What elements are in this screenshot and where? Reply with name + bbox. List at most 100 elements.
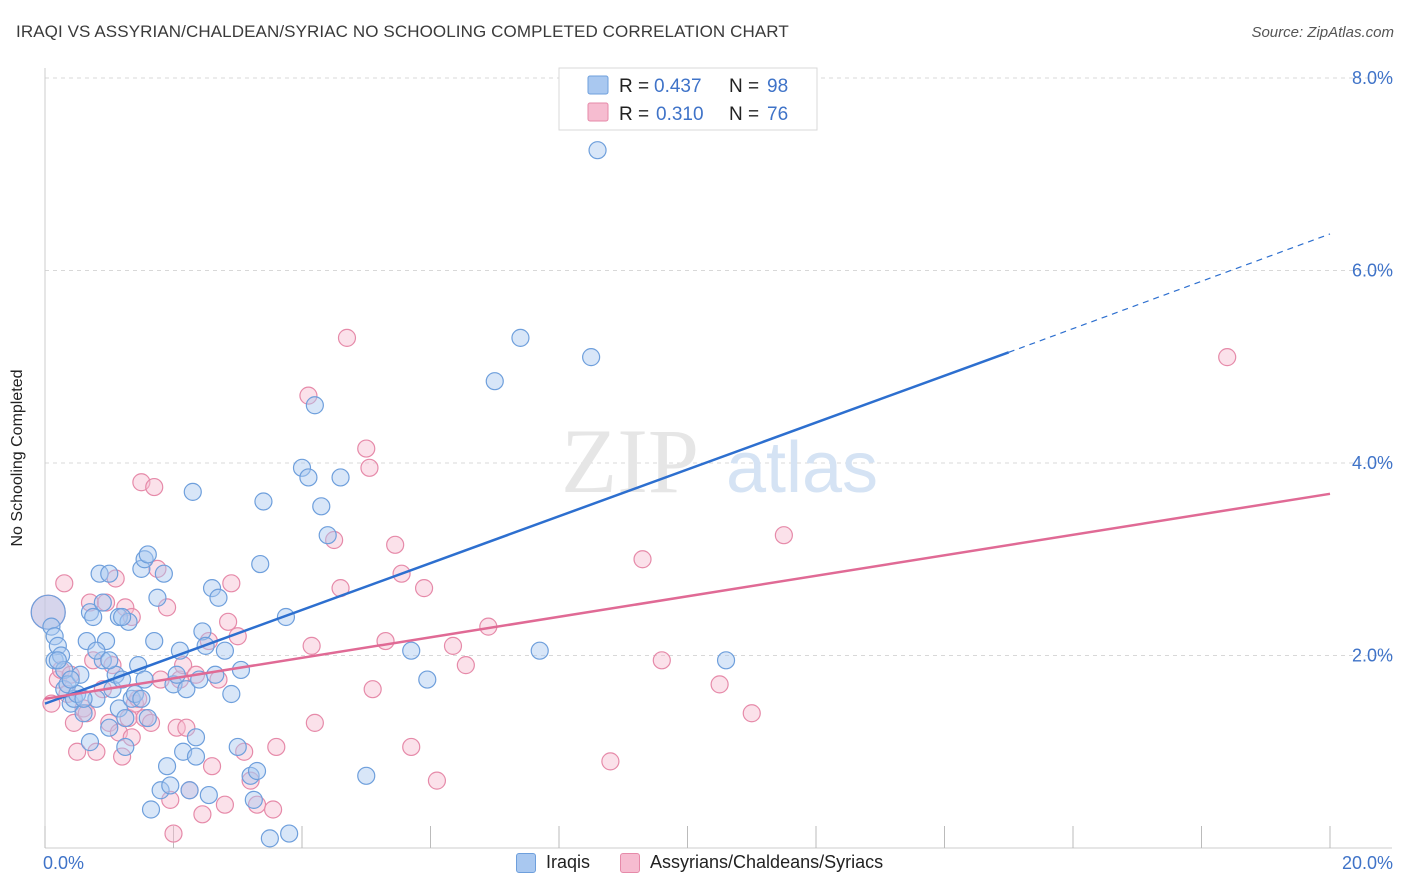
data-point-iraqis [90, 564, 109, 583]
data-point-iraqis [74, 704, 93, 723]
data-point-iraqis [244, 790, 263, 809]
data-point-iraqis [180, 781, 199, 800]
data-point-iraqis [148, 588, 167, 607]
data-point-assyrians [112, 747, 132, 766]
data-point-assyrians [299, 386, 318, 405]
data-point-iraqis [511, 328, 530, 347]
data-point-assyrians [267, 737, 286, 757]
data-point-iraqis [202, 579, 222, 598]
x-tick-label: 20.0% [1342, 853, 1393, 873]
data-point-iraqis [61, 670, 80, 689]
legend-n-label: N = [729, 76, 759, 97]
data-point-iraqis [318, 526, 337, 545]
data-point-iraqis [247, 761, 267, 781]
data-point-iraqis [716, 651, 736, 670]
y-tick-label: 8.0% [1352, 68, 1393, 88]
watermark-atlas: atlas [726, 428, 878, 508]
data-point-assyrians [305, 713, 324, 732]
data-point-iraqis [485, 372, 504, 391]
data-point-iraqis [84, 607, 103, 627]
legend-n-value: 76 [767, 104, 788, 125]
data-point-iraqis [42, 617, 61, 636]
data-point-iraqis [45, 627, 64, 646]
data-point-assyrians [633, 550, 652, 569]
x-tick-label: 0.0% [43, 853, 84, 873]
legend-r-label: R = [619, 104, 649, 125]
data-point-iraqis [222, 684, 241, 704]
data-point-iraqis [177, 680, 196, 699]
trend-lines [44, 233, 1331, 705]
grid [45, 77, 1392, 656]
data-point-iraqis [71, 665, 90, 684]
data-point-iraqis [138, 708, 157, 728]
data-point-iraqis [312, 497, 331, 516]
trend-line-iraqis-extension [1008, 233, 1331, 353]
data-point-iraqis [80, 733, 100, 752]
data-point-assyrians [402, 737, 421, 757]
data-point-iraqis [151, 781, 170, 800]
data-point-iraqis [116, 737, 135, 757]
legend-label-assyrians: Assyrians/Chaldeans/Syriacs [650, 852, 884, 872]
data-point-iraqis [209, 588, 228, 607]
data-point-assyrians [122, 728, 141, 747]
data-point-iraqis [48, 636, 67, 655]
data-point-iraqis [199, 785, 218, 805]
data-point-iraqis [193, 622, 212, 641]
data-point-iraqis [186, 747, 206, 766]
data-point-iraqis [206, 665, 225, 684]
legend-label-iraqis: Iraqis [546, 852, 591, 872]
legend: R = 0.437 N = 98 R = 0.310 N = 76 [558, 67, 818, 131]
data-point-assyrians [742, 704, 761, 723]
data-point-assyrians [68, 742, 87, 761]
legend-r-value: 0.437 [654, 76, 702, 97]
data-point-assyrians [84, 651, 103, 670]
data-point-assyrians [202, 757, 222, 776]
legend-r-label: R = [619, 76, 649, 97]
source-label: Source: ZipAtlas.com [1251, 24, 1394, 41]
data-point-iraqis [530, 641, 549, 660]
data-point-assyrians [414, 579, 434, 598]
data-point-assyrians [141, 713, 161, 732]
data-point-iraqis [100, 651, 119, 670]
watermark-zip: ZIP [561, 410, 699, 512]
data-point-iraqis [135, 670, 154, 689]
data-point-assyrians [222, 574, 241, 593]
data-point-assyrians [376, 631, 395, 651]
data-point-iraqis [299, 468, 318, 487]
data-point-iraqis [109, 699, 128, 718]
data-point-assyrians [302, 636, 321, 655]
data-point-iraqis [357, 766, 376, 785]
data-point-iraqis [116, 708, 135, 728]
data-point-iraqis [251, 554, 270, 574]
data-point-iraqis [112, 607, 132, 627]
data-point-assyrians [87, 742, 106, 761]
data-point-iraqis [154, 564, 173, 583]
data-point-assyrians [241, 771, 260, 790]
y-tick-label: 6.0% [1352, 261, 1393, 281]
data-point-assyrians [116, 598, 135, 617]
data-point-iraqis [167, 665, 186, 684]
data-point-assyrians [337, 328, 357, 347]
data-point-assyrians [161, 790, 180, 809]
data-point-iraqis [132, 689, 151, 708]
data-point-iraqis [215, 641, 234, 660]
data-point-iraqis [87, 641, 106, 660]
data-point-iraqis [292, 458, 312, 477]
data-point-assyrians [167, 718, 186, 737]
data-point-assyrians [363, 680, 382, 699]
data-point-iraqis [93, 593, 112, 612]
data-point-iraqis [280, 824, 299, 843]
points [30, 141, 1237, 848]
data-point-iraqis [135, 550, 154, 569]
data-point-iraqis [254, 492, 273, 511]
data-point-assyrians [443, 636, 463, 655]
data-point-iraqis [51, 646, 71, 665]
data-point-iraqis [100, 564, 119, 583]
data-point-iraqis [582, 348, 601, 367]
legend-swatch-assyrians [620, 852, 641, 873]
data-point-iraqis [228, 737, 247, 757]
chart-title: IRAQI VS ASSYRIAN/CHALDEAN/SYRIAC NO SCH… [16, 22, 789, 41]
data-point-assyrians [774, 526, 793, 545]
data-point-assyrians [145, 477, 164, 497]
